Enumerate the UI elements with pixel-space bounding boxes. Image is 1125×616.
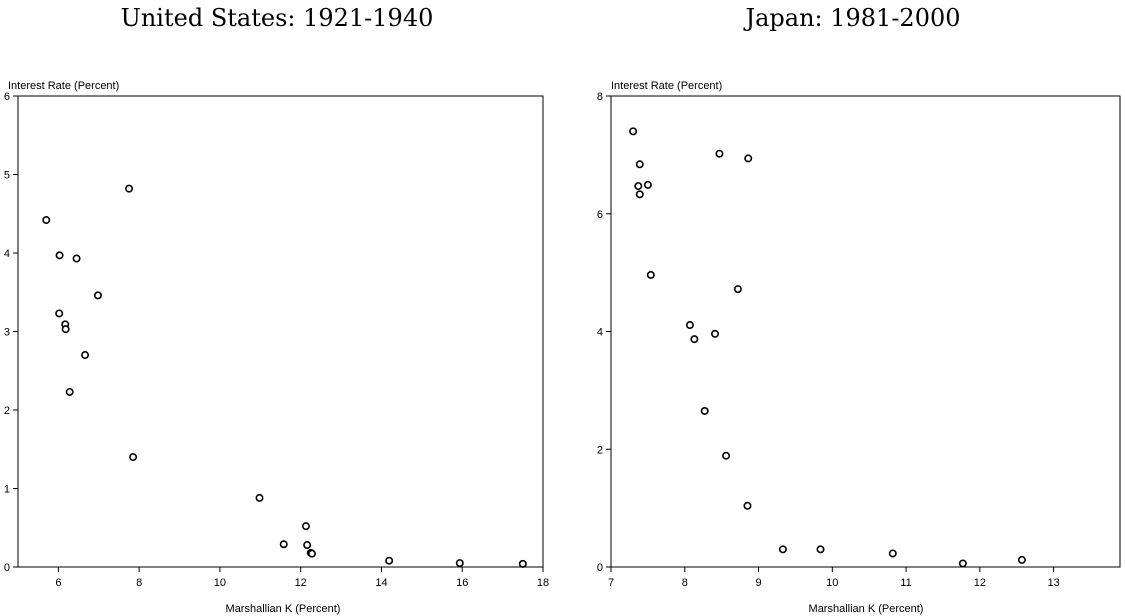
chart-title: Japan: 1981-2000 — [742, 4, 960, 32]
data-point — [81, 351, 90, 360]
data-point — [743, 501, 752, 510]
data-point — [279, 540, 288, 549]
plot-frame — [610, 95, 1121, 568]
data-point — [700, 406, 709, 415]
data-point — [72, 254, 81, 263]
x-tick-label: 10 — [826, 577, 838, 589]
data-point — [634, 182, 643, 191]
x-tick-label: 16 — [456, 577, 468, 589]
x-tick-label: 9 — [755, 577, 761, 589]
data-point — [643, 180, 652, 189]
data-point — [255, 493, 264, 502]
y-tick-label: 2 — [597, 444, 603, 456]
data-point — [816, 545, 825, 554]
y-tick-label: 5 — [4, 170, 10, 182]
data-point — [715, 149, 724, 158]
japan-panel: Japan: 1981-2000 Interest Rate (Percent)… — [597, 4, 1121, 615]
data-point — [1017, 555, 1026, 564]
point-group — [629, 127, 1026, 568]
x-tick-label: 13 — [1047, 577, 1059, 589]
data-point — [65, 387, 74, 396]
us-panel: United States: 1921-1940 Interest Rate (… — [4, 4, 549, 615]
data-point — [685, 321, 694, 330]
data-point — [455, 559, 464, 568]
x-tick-label: 14 — [375, 577, 387, 589]
point-group — [42, 184, 527, 568]
data-point — [61, 325, 70, 334]
y-tick-label: 8 — [597, 91, 603, 103]
x-tick-label: 8 — [682, 577, 688, 589]
chart-title: United States: 1921-1940 — [121, 4, 434, 32]
data-point — [42, 216, 51, 225]
data-point — [385, 556, 394, 565]
y-tick-label: 1 — [4, 484, 10, 496]
x-tick-label: 8 — [136, 577, 142, 589]
data-point — [55, 309, 64, 318]
y-axis-label: Interest Rate (Percent) — [8, 80, 119, 92]
data-point — [744, 154, 753, 163]
data-point — [722, 451, 731, 460]
data-point — [733, 285, 742, 294]
data-point — [711, 329, 720, 338]
data-point — [635, 190, 644, 199]
data-point — [646, 270, 655, 279]
data-point — [888, 549, 897, 558]
y-axis-label: Interest Rate (Percent) — [611, 80, 722, 92]
data-point — [629, 127, 638, 136]
data-point — [778, 545, 787, 554]
data-point — [307, 549, 316, 558]
data-point — [129, 453, 138, 462]
x-tick-label: 6 — [55, 577, 61, 589]
y-tick-label: 2 — [4, 405, 10, 417]
data-point — [303, 541, 312, 550]
x-tick-label: 11 — [900, 577, 911, 589]
data-point — [635, 160, 644, 169]
x-axis-label: Marshallian K (Percent) — [226, 603, 341, 615]
data-point — [301, 522, 310, 531]
data-point — [125, 184, 134, 193]
x-axis-label: Marshallian K (Percent) — [809, 603, 924, 615]
data-point — [93, 291, 102, 300]
data-point — [55, 251, 64, 260]
plot-frame — [17, 95, 544, 568]
x-tick-label: 12 — [974, 577, 986, 589]
x-tick-label: 7 — [608, 577, 614, 589]
y-tick-label: 4 — [4, 248, 10, 260]
data-point — [690, 335, 699, 344]
y-tick-label: 0 — [597, 562, 603, 574]
x-tick-label: 12 — [295, 577, 307, 589]
y-tick-label: 0 — [4, 562, 10, 574]
x-tick-label: 18 — [537, 577, 549, 589]
data-point — [958, 559, 967, 568]
data-point — [518, 559, 527, 568]
y-tick-label: 6 — [4, 91, 10, 103]
y-tick-label: 3 — [4, 327, 10, 339]
y-tick-label: 6 — [597, 209, 603, 221]
y-tick-label: 4 — [597, 327, 603, 339]
tick-group: 7 8 9 10 11 12 13 0 2 4 6 8 — [597, 91, 1060, 589]
x-tick-label: 10 — [214, 577, 226, 589]
